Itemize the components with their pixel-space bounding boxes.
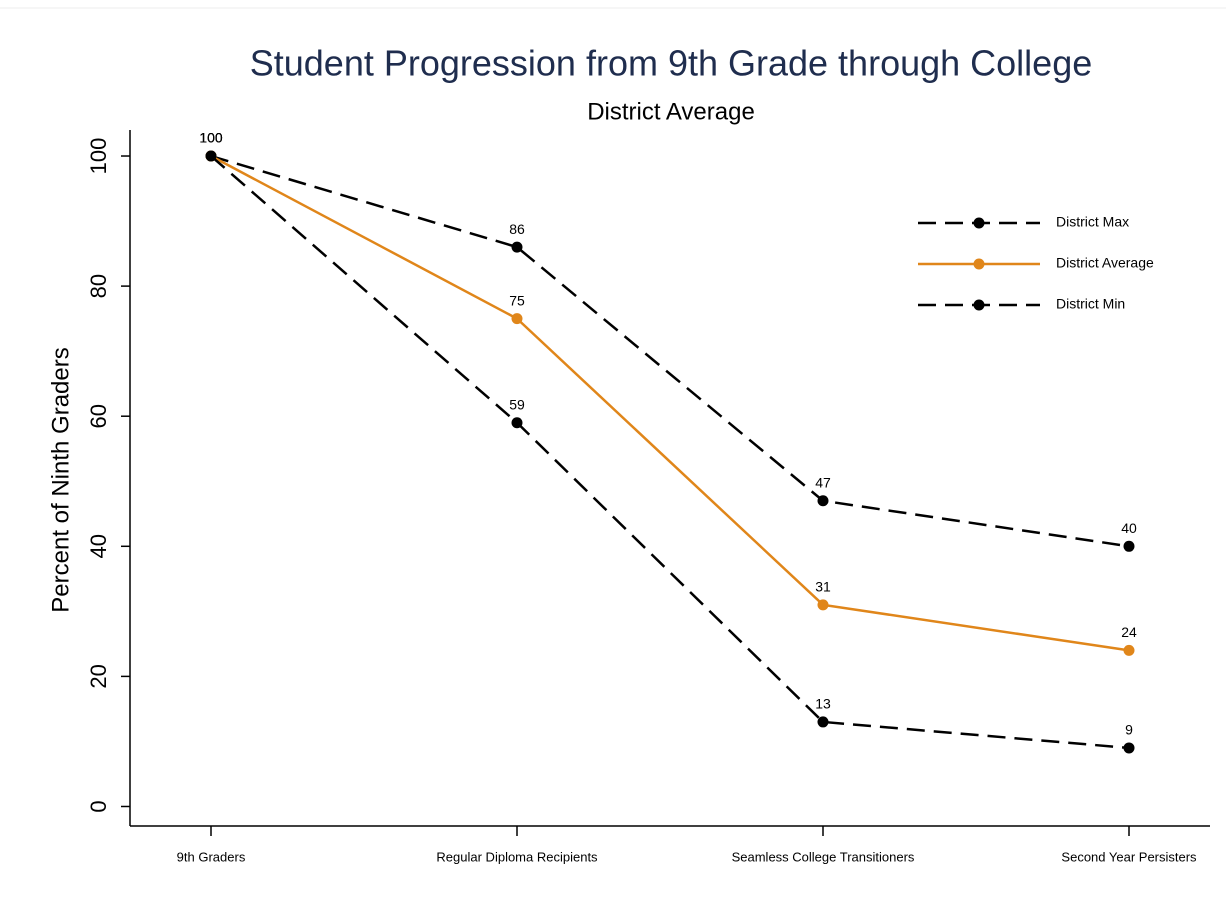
chart-title: Student Progression from 9th Grade throu… — [250, 43, 1092, 84]
legend-marker — [973, 217, 985, 229]
data-label: 100 — [199, 130, 223, 146]
x-tick-label: 9th Graders — [177, 849, 246, 864]
data-label: 86 — [509, 221, 525, 237]
legend-label: District Max — [1056, 214, 1129, 230]
legend-marker — [973, 299, 985, 311]
y-tick-label: 80 — [86, 274, 111, 298]
series-marker — [1123, 644, 1135, 656]
series-line — [210, 154, 1130, 548]
data-label: 47 — [815, 474, 831, 490]
series-marker — [817, 495, 829, 507]
data-label: 13 — [815, 696, 831, 712]
x-tick-label: Seamless College Transitioners — [732, 849, 915, 864]
series-marker — [817, 716, 829, 728]
data-label: 9 — [1125, 722, 1133, 738]
data-label: 24 — [1121, 624, 1137, 640]
data-label: 75 — [509, 292, 525, 308]
data-label: 31 — [815, 579, 831, 595]
legend-label: District Average — [1056, 255, 1154, 271]
series-marker — [1123, 540, 1135, 552]
legend-marker — [973, 258, 985, 270]
y-tick-label: 0 — [86, 800, 111, 812]
series-marker — [511, 313, 523, 325]
series-marker — [1123, 742, 1135, 754]
chart-subtitle: District Average — [587, 98, 755, 125]
series-line — [210, 155, 1130, 750]
y-tick-label: 20 — [86, 664, 111, 688]
series-marker — [817, 599, 829, 611]
data-label: 40 — [1121, 520, 1137, 536]
y-tick-label: 40 — [86, 534, 111, 558]
y-tick-label: 60 — [86, 404, 111, 428]
x-tick-label: Regular Diploma Recipients — [436, 849, 598, 864]
data-label: 59 — [509, 396, 525, 412]
series-marker — [511, 417, 523, 429]
series-marker — [511, 241, 523, 253]
x-tick-label: Second Year Persisters — [1061, 849, 1197, 864]
data-label: 100 — [199, 130, 223, 146]
legend-label: District Min — [1056, 296, 1125, 312]
series-marker — [205, 150, 217, 162]
y-tick-label: 100 — [86, 138, 111, 175]
series-line — [210, 154, 1130, 652]
y-axis-label: Percent of Ninth Graders — [47, 347, 74, 612]
data-label: 100 — [199, 130, 223, 146]
